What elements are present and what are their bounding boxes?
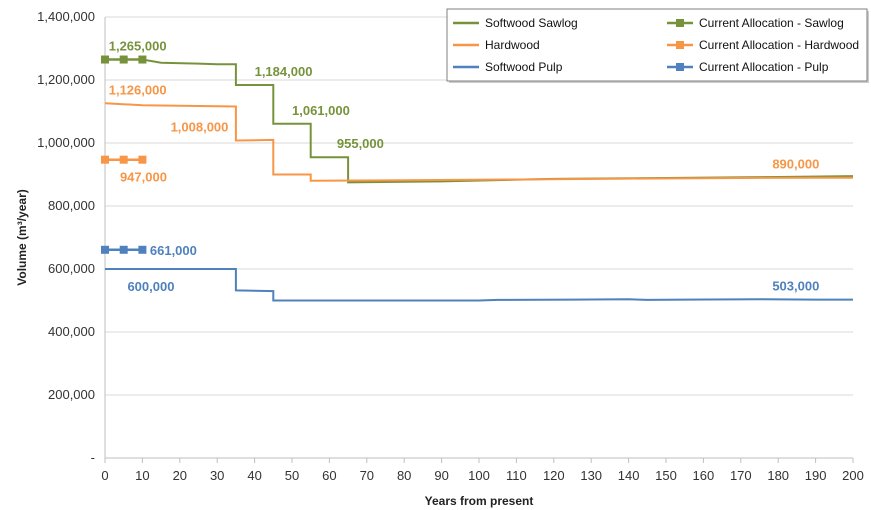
x-tick-label: 190 [805, 468, 827, 483]
legend-label: Current Allocation - Sawlog [699, 16, 844, 30]
allocation-marker-hardwood [101, 155, 109, 164]
allocation-marker-sawlog [138, 55, 147, 64]
data-label-hardwood: 1,126,000 [109, 82, 167, 97]
series-line-hardwood [104, 102, 853, 182]
data-label-pulp: 503,000 [772, 279, 819, 294]
x-tick-label: 100 [468, 468, 490, 483]
legend-label: Softwood Sawlog [485, 16, 578, 30]
y-tick-label: 1,000,000 [37, 135, 95, 150]
y-tick-label: 800,000 [48, 198, 95, 213]
x-tick-label: 10 [135, 468, 149, 483]
x-tick-label: 40 [247, 468, 261, 483]
x-tick-label: 120 [543, 468, 565, 483]
y-tick-label: 200,000 [48, 387, 95, 402]
y-tick-label: - [91, 450, 95, 465]
legend-box [446, 8, 868, 82]
data-label-sawlog: 1,265,000 [109, 39, 167, 54]
x-tick-label: 50 [285, 468, 299, 483]
legend-label: Hardwood [485, 38, 540, 52]
y-tick-label: 1,400,000 [37, 9, 95, 24]
x-tick-label: 0 [101, 468, 108, 483]
data-label-sawlog: 1,184,000 [255, 64, 313, 79]
legend-swatch-marker [676, 41, 684, 49]
data-labels: 1,265,000 1,184,000 1,061,000 955,000 1,126,… [109, 39, 820, 294]
series-lines [101, 55, 854, 302]
allocation-marker-sawlog [101, 55, 109, 64]
y-tick-label: 400,000 [48, 324, 95, 339]
allocation-marker-sawlog [119, 55, 128, 64]
x-tick-label: 110 [506, 468, 527, 483]
x-tick-label: 130 [580, 468, 602, 483]
data-label-hardwood: 947,000 [120, 170, 167, 185]
data-label-hardwood: 1,008,000 [171, 119, 229, 134]
x-axis-title: Years from present [425, 494, 534, 508]
x-tick-label: 20 [173, 468, 187, 483]
y-tick-label: 1,200,000 [37, 72, 95, 87]
allocation-marker-pulp [138, 245, 147, 254]
data-label-pulp: 600,000 [127, 279, 174, 294]
legend-label: Softwood Pulp [485, 60, 563, 74]
x-tick-label: 80 [397, 468, 411, 483]
x-tick-label: 180 [767, 468, 789, 483]
y-tick-label: 600,000 [48, 261, 95, 276]
allocation-marker-pulp [119, 245, 128, 254]
series-line-pulp [105, 268, 853, 302]
data-label-sawlog: 955,000 [337, 136, 384, 151]
x-tick-label: 60 [322, 468, 336, 483]
legend-label: Current Allocation - Hardwood [699, 38, 859, 52]
legend-swatch-marker [676, 19, 684, 27]
legend-label: Current Allocation - Pulp [699, 60, 829, 74]
x-tick-label: 70 [360, 468, 374, 483]
legend-swatch-marker [676, 63, 684, 71]
allocation-marker-pulp [101, 245, 109, 254]
y-axis-title: Volume (m³/year) [15, 189, 29, 285]
data-label-sawlog: 1,061,000 [292, 103, 350, 118]
x-tick-label: 200 [842, 468, 864, 483]
x-tick-label: 30 [210, 468, 224, 483]
x-tick-label: 160 [693, 468, 715, 483]
allocation-marker-hardwood [119, 155, 128, 164]
data-label-hardwood: 890,000 [772, 157, 819, 172]
x-tick-label: 170 [730, 468, 752, 483]
data-label-pulp: 661,000 [150, 243, 197, 258]
x-tick-label: 140 [618, 468, 640, 483]
x-tick-label: 90 [434, 468, 448, 483]
axes: - 200,000 400,000 600,000 800,000 1,000,000 1,… [37, 9, 864, 483]
allocation-marker-hardwood [138, 155, 147, 164]
legend: Softwood Sawlog Current Allocation - Sawl… [446, 8, 869, 83]
x-tick-label: 150 [655, 468, 677, 483]
